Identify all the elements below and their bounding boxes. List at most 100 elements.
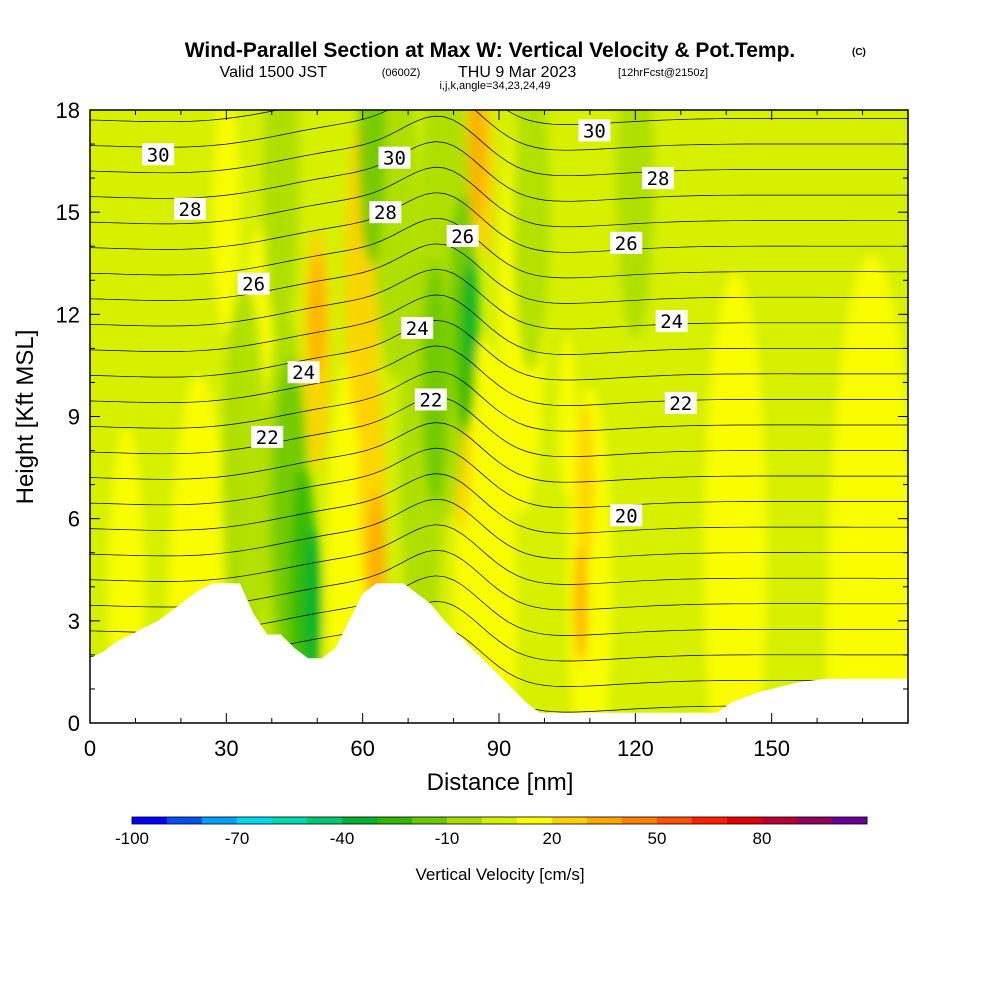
theta-contour	[90, 422, 908, 483]
colorbar-tick-label: 50	[648, 829, 667, 848]
velocity-feature	[617, 110, 654, 339]
colorbar-swatch	[727, 817, 763, 824]
contour-label: 24	[655, 310, 688, 333]
contour-label-text: 22	[256, 427, 279, 449]
colorbar-tick-label: -70	[225, 829, 250, 848]
velocity-feature	[576, 404, 595, 565]
theta-contour	[90, 447, 908, 509]
contour-label-text: 30	[583, 120, 606, 142]
contour-label: 26	[446, 225, 479, 248]
colorbar-swatch	[587, 817, 623, 824]
y-axis-title: Height [Kft MSL]	[12, 330, 39, 505]
theta-contour	[90, 320, 908, 381]
colorbar-label: Vertical Velocity [cm/s]	[415, 865, 584, 884]
x-axis-title: Distance [nm]	[427, 769, 574, 796]
colorbar-swatch	[132, 817, 168, 824]
theta-contour	[90, 396, 908, 458]
y-tick-label: 6	[68, 507, 80, 532]
x-tick-label: 150	[753, 736, 790, 761]
plot-area	[90, 110, 908, 723]
contour-label-text: 28	[179, 199, 202, 221]
x-tick-label: 30	[214, 736, 238, 761]
valid-date: THU 9 Mar 2023	[458, 64, 576, 81]
colorbar-swatch	[307, 817, 343, 824]
contour-label-text: 24	[660, 311, 683, 333]
colorbar-swatch	[342, 817, 378, 824]
colorbar: -100 -70 -40 -10 20 50 80	[115, 816, 868, 848]
contour-label-text: 26	[615, 233, 638, 255]
colorbar-swatch	[377, 817, 413, 824]
colorbar-swatch	[552, 817, 588, 824]
x-tick-label: 60	[350, 736, 374, 761]
contour-label: 22	[664, 391, 697, 415]
contour-label-bg	[251, 425, 284, 448]
colorbar-swatch	[657, 817, 693, 824]
contour-label-text: 22	[419, 389, 442, 411]
colorbar-tick-label: 80	[753, 829, 772, 848]
contour-label-bg	[664, 391, 697, 414]
theta-contour	[90, 217, 908, 279]
colorbar-swatch	[482, 817, 518, 824]
contour-label: 24	[401, 316, 434, 340]
velocity-feature	[703, 272, 768, 723]
velocity-feature	[558, 336, 577, 497]
theta-contour	[90, 345, 908, 406]
theta-contour	[90, 243, 908, 304]
y-tick-label: 12	[56, 302, 80, 327]
colorbar-swatch	[762, 817, 798, 824]
contour-label-text: 24	[406, 318, 429, 340]
contour-label-bg	[610, 231, 643, 254]
theta-contour	[90, 115, 908, 177]
contour-label-bg	[414, 388, 447, 411]
y-tick-label: 3	[68, 609, 80, 634]
contour-label-bg	[655, 310, 688, 333]
colorbar-tick-label: 20	[543, 829, 562, 848]
contour-label: 26	[610, 231, 643, 255]
colorbar-tick-label: -10	[435, 829, 460, 848]
colorbar-swatch	[797, 817, 833, 824]
velocity-feature	[467, 110, 486, 225]
chart-title: Wind-Parallel Section at Max W: Vertical…	[185, 39, 796, 62]
contour-label-bg	[401, 316, 434, 339]
colorbar-swatch	[167, 817, 203, 824]
colorbar-swatch	[832, 817, 868, 824]
theta-contour	[90, 110, 908, 151]
velocity-feature	[464, 254, 479, 375]
theta-contour	[90, 294, 908, 355]
velocity-feature	[421, 262, 450, 503]
contour-label-bg	[378, 146, 411, 169]
velocity-feature	[310, 254, 325, 375]
colorbar-swatch	[692, 817, 728, 824]
theta-contour	[90, 166, 908, 228]
theta-contour	[90, 473, 908, 534]
colorbar-tick-label: -100	[115, 829, 149, 848]
contour-label: 22	[251, 425, 284, 449]
theta-contour	[90, 268, 908, 330]
y-tick-label: 18	[56, 98, 80, 123]
contour-label-text: 28	[647, 168, 670, 190]
axes: 0 30 60 90 120 150 0 3 6 9 12 15 18	[56, 98, 908, 761]
velocity-feature	[212, 110, 240, 333]
contour-label-bg	[287, 361, 320, 384]
contour-label-bg	[446, 225, 479, 248]
contour-label-text: 24	[292, 362, 315, 384]
contour-label-text: 30	[383, 148, 406, 170]
contour-label: 24	[287, 361, 320, 384]
colorbar-swatch	[447, 817, 483, 824]
contour-label: 22	[414, 388, 447, 411]
copyright-mark: (C)	[852, 47, 866, 58]
theta-contour	[90, 498, 908, 560]
contour-label: 30	[578, 119, 611, 142]
colorbar-swatch	[412, 817, 448, 824]
contour-label: 28	[642, 167, 675, 190]
terrain	[90, 583, 908, 723]
contour-label-text: 30	[147, 144, 170, 166]
contour-labels: 30 30 30 28 28 28 26 26 26 24 24 24 22 22 22 20	[142, 119, 697, 527]
colorbar-swatch	[237, 817, 273, 824]
colorbar-swatch	[622, 817, 658, 824]
colorbar-tick-label: -40	[330, 829, 355, 848]
contour-label: 26	[237, 272, 270, 296]
contour-label: 30	[378, 146, 411, 170]
theta-contour	[90, 141, 908, 202]
valid-time: Valid 1500 JST	[220, 64, 328, 81]
